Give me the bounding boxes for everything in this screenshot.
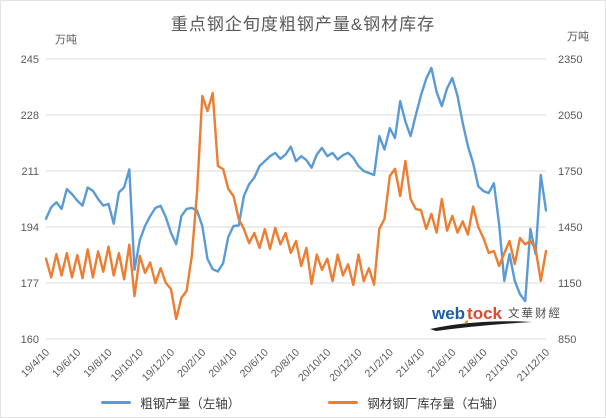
series-line-inventory [44, 91, 548, 321]
x-axis-tick-label: 21/6/10 [425, 347, 458, 380]
y-axis-tick-label-right: 1150 [558, 278, 582, 290]
left-axis-unit-label: 万吨 [55, 34, 77, 46]
x-axis-tick-label: 21/12/10 [515, 347, 552, 384]
x-axis-tick-label: 19/12/10 [140, 347, 177, 384]
watermark-swoosh-underline-icon [430, 321, 532, 331]
legend-swatch-inventory [328, 401, 359, 404]
watermark-web-text: web [432, 304, 466, 323]
chart-title: 重点钢企旬度粗钢产量&钢材库存 [170, 15, 436, 34]
y-axis-tick-label-left: 228 [21, 110, 39, 122]
watermark-brand-cn: 文華财經 [508, 308, 562, 320]
legend-label-inventory: 钢材钢厂库存量（右轴） [367, 397, 505, 411]
x-axis-tick-label: 19/4/10 [19, 347, 52, 380]
y-axis-tick-label-right: 850 [558, 334, 576, 346]
y-axis-tick-label-right: 2050 [558, 110, 582, 122]
legend-item-inventory: 钢材钢厂库存量（右轴） [328, 393, 505, 412]
x-axis-tick-label: 21/2/10 [363, 347, 396, 380]
x-axis-tick-label: 20/6/10 [238, 347, 271, 380]
x-axis-tick-label: 20/2/10 [175, 347, 208, 380]
legend-swatch-production [101, 401, 132, 404]
x-axis-tick-label: 20/4/10 [206, 347, 239, 380]
y-axis-tick-label-left: 211 [21, 166, 39, 178]
x-axis-tick-label: 21/4/10 [394, 347, 427, 380]
chart-legend: 粗钢产量（左轴） 钢材钢厂库存量（右轴） [1, 393, 605, 412]
legend-item-production: 粗钢产量（左轴） [101, 393, 240, 412]
x-axis-tick-label: 19/10/10 [108, 347, 145, 384]
y-axis-tick-label-left: 177 [21, 278, 39, 290]
y-axis-tick-label-left: 245 [21, 54, 39, 66]
y-axis-tick-label-right: 2350 [558, 54, 582, 66]
y-axis-tick-label-left: 160 [21, 334, 39, 346]
watermark-wenhua: web tock 文華财經 [430, 300, 562, 334]
y-axis-tick-label-right: 1450 [558, 222, 582, 234]
y-axis-tick-label-right: 1750 [558, 166, 582, 178]
x-axis-tick-label: 20/10/10 [296, 347, 333, 384]
watermark-tock-text: tock [467, 304, 502, 323]
right-axis-unit-label: 万吨 [567, 31, 589, 43]
legend-label-production: 粗钢产量（左轴） [140, 397, 241, 411]
x-axis-tick-label: 19/6/10 [50, 347, 83, 380]
y-axis-tick-label-left: 194 [21, 222, 39, 234]
x-axis-tick-label: 20/12/10 [327, 347, 364, 384]
series-line-production [44, 66, 548, 303]
x-axis-tick-label: 21/10/10 [483, 347, 520, 384]
